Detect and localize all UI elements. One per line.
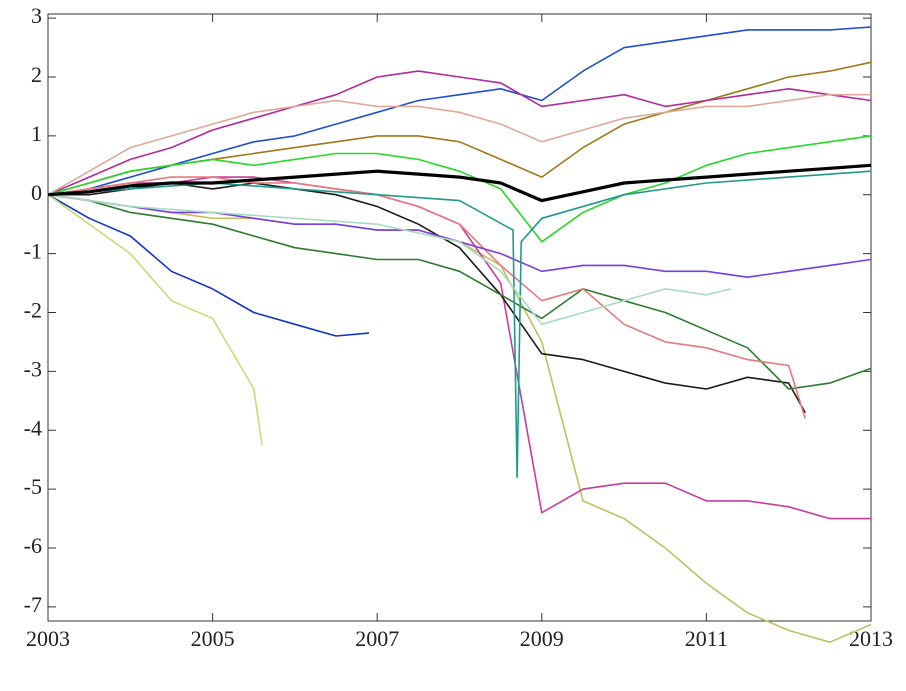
x-tick-label: 2007: [355, 626, 399, 651]
plot-frame: [47, 13, 872, 622]
y-tick-label: -4: [24, 415, 42, 440]
series-line: [47, 70, 872, 196]
y-tick-label: 3: [31, 3, 42, 28]
x-tick-label: 2011: [685, 626, 728, 651]
series-line: [47, 93, 871, 196]
series-line: [47, 193, 872, 643]
series-line: [47, 194, 263, 446]
x-tick-label: 2003: [26, 626, 70, 651]
series-line: [47, 193, 872, 390]
y-tick-label: -3: [24, 356, 42, 381]
y-tick-label: 0: [31, 180, 42, 205]
series-line: [47, 193, 872, 278]
series-line: [47, 26, 872, 196]
series-line: [47, 163, 872, 203]
series-line: [47, 176, 806, 419]
y-tick-label: -1: [24, 239, 42, 264]
series-line: [47, 170, 872, 479]
y-tick-label: -7: [24, 592, 42, 617]
series-line: [47, 193, 732, 326]
series-line: [47, 135, 872, 243]
y-tick-label: 1: [31, 121, 42, 146]
y-tick-label: -5: [24, 474, 42, 499]
series-line: [47, 194, 370, 337]
x-tick-label: 2013: [849, 626, 893, 651]
y-tick-label: -2: [24, 298, 42, 323]
x-tick-label: 2005: [191, 626, 235, 651]
y-tick-label: 2: [31, 62, 42, 87]
x-tick-label: 2009: [520, 626, 564, 651]
y-tick-label: -6: [24, 533, 42, 558]
